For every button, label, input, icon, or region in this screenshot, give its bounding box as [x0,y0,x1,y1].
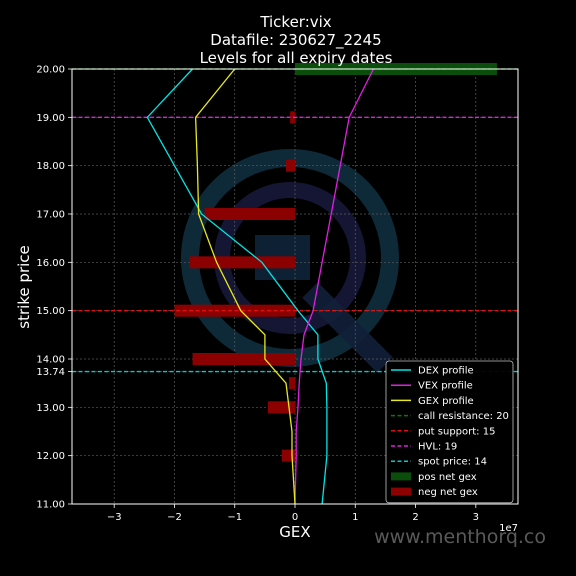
legend-label: HVL: 19 [418,442,457,453]
y-axis-label: strike price [15,245,33,329]
vex-profile-line [294,68,374,505]
y-tick-label: 19.00 [36,113,65,124]
legend-swatch-neg-gex [391,487,411,496]
title-line-2: Datafile: 230627_2245 [210,31,381,50]
logo-tail [302,282,393,373]
x-axis-label: GEX [279,523,310,541]
legend: DEX profile VEX profile GEX profile call re… [385,360,514,504]
y-tick-label: 14.00 [36,355,65,366]
watermark-text: www.menthorq.co [374,526,546,548]
legend-label: pos net gex [418,472,477,483]
y-tick-label: 13.00 [36,403,65,414]
dex-profile-line [146,68,328,505]
neg-gex-bar [189,256,295,269]
neg-gex-bar [281,449,295,462]
y-tick-label: 11.00 [36,500,65,511]
x-tick-label: 3 [473,512,479,523]
x-tick-label: −2 [167,512,182,523]
x-multiplier-label: 1e7 [499,523,518,534]
y-tick-label: 12.00 [36,451,65,462]
legend-label: neg net gex [418,487,478,498]
neg-gex-bar [267,401,295,414]
legend-label: put support: 15 [418,426,495,437]
x-tick-label: 2 [412,512,418,523]
legend-swatch-pos-gex [391,472,411,481]
y-tick-label: 17.00 [36,210,65,221]
legend-label: call resistance: 20 [418,411,509,422]
neg-gex-bar [290,111,295,124]
legend-label: VEX profile [418,381,473,392]
x-tick-label: 0 [292,512,298,523]
x-tick-label: −3 [107,512,122,523]
legend-box [385,360,514,504]
title-line-1: Ticker:vix [259,13,331,31]
title-line-3: Levels for all expiry dates [200,49,393,67]
neg-gex-bar [285,159,295,172]
neg-gex-bar [204,208,295,220]
y-tick-label: 16.00 [36,258,65,269]
y-tick-label: 13.74 [36,367,65,378]
legend-label: GEX profile [418,396,474,407]
x-tick-label: −1 [227,512,242,523]
y-tick-label: 20.00 [36,65,65,76]
y-tick-label: 15.00 [36,306,65,317]
neg-gex-bar [288,377,295,390]
legend-label: spot price: 14 [418,457,487,468]
neg-gex-bar [192,353,295,365]
gex-profile-line [194,68,296,505]
profile-lines [146,68,374,505]
grid [72,68,518,505]
x-tick-label: 1 [352,512,358,523]
legend-label: DEX profile [418,366,474,377]
y-tick-label: 18.00 [36,161,65,172]
